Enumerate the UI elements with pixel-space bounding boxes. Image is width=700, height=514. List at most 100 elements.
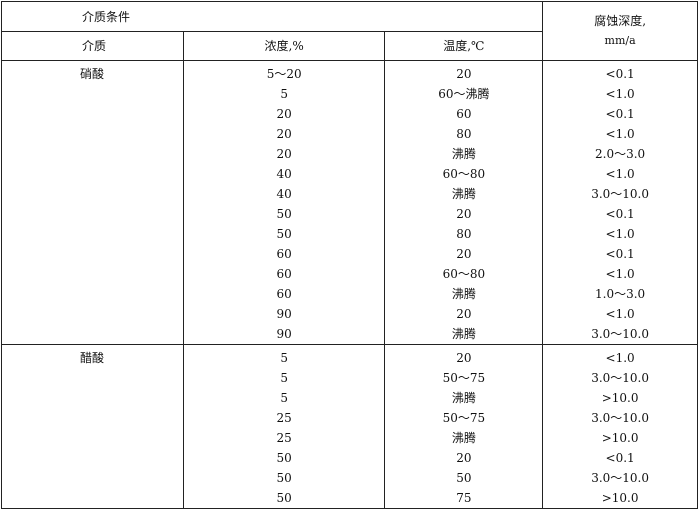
table-row: 5 沸腾 >10.0 — [1, 388, 698, 408]
table-row: 90 沸腾 3.0～10.0 — [1, 324, 698, 345]
cell-depth: 2.0～3.0 — [542, 144, 698, 164]
cell-temperature: 沸腾 — [384, 388, 543, 408]
cell-temperature: 20 — [384, 304, 543, 324]
cell-depth: <1.0 — [542, 264, 698, 284]
cell-concentration: 5 — [182, 368, 385, 388]
cell-depth: <1.0 — [542, 224, 698, 244]
header-depth: 腐蚀深度, mm/a — [542, 1, 698, 61]
cell-medium — [1, 144, 184, 164]
cell-depth: >10.0 — [542, 388, 698, 408]
cell-medium — [1, 388, 184, 408]
cell-depth: 3.0～10.0 — [542, 368, 698, 388]
cell-depth: 3.0～10.0 — [542, 408, 698, 428]
cell-temperature: 沸腾 — [384, 324, 543, 345]
header-medium: 介质 — [1, 31, 184, 61]
cell-concentration: 50 — [182, 488, 385, 509]
cell-concentration: 60 — [182, 244, 385, 264]
cell-concentration: 20 — [182, 124, 385, 144]
cell-depth: 1.0～3.0 — [542, 284, 698, 304]
cell-concentration: 5～20 — [182, 60, 385, 84]
cell-medium — [1, 84, 184, 104]
table-row: 50 75 >10.0 — [1, 488, 698, 509]
cell-depth: <0.1 — [542, 60, 698, 84]
cell-medium — [1, 324, 184, 345]
cell-temperature: 60～80 — [384, 164, 543, 184]
cell-temperature: 20 — [384, 448, 543, 468]
header-row-1: 介质条件 腐蚀深度, mm/a — [0, 1, 698, 61]
cell-medium — [1, 488, 184, 509]
cell-medium — [1, 468, 184, 488]
header-row-2: 介质 浓度,% 温度,℃ — [1, 31, 698, 61]
header-temperature: 温度,℃ — [384, 31, 544, 61]
table-row: 40 沸腾 3.0～10.0 — [1, 184, 698, 204]
cell-temperature: 60～沸腾 — [384, 84, 543, 104]
cell-medium — [1, 448, 184, 468]
table-row: 90 20 <1.0 — [1, 304, 698, 324]
cell-depth: 3.0～10.0 — [542, 324, 698, 345]
cell-temperature: 75 — [384, 488, 543, 509]
cell-temperature: 80 — [384, 124, 543, 144]
cell-temperature: 50～75 — [384, 408, 543, 428]
cell-concentration: 40 — [182, 164, 385, 184]
cell-medium — [1, 224, 184, 244]
cell-depth: <1.0 — [542, 304, 698, 324]
table-row: 5 60～沸腾 <1.0 — [1, 84, 698, 104]
cell-medium — [1, 184, 184, 204]
cell-depth: <1.0 — [542, 344, 698, 368]
cell-temperature: 60 — [384, 104, 543, 124]
header-concentration: 浓度,% — [182, 31, 386, 61]
table-row: 40 60～80 <1.0 — [1, 164, 698, 184]
cell-medium — [1, 124, 184, 144]
cell-medium — [1, 284, 184, 304]
cell-temperature: 沸腾 — [384, 144, 543, 164]
table-row: 60 沸腾 1.0～3.0 — [1, 284, 698, 304]
cell-medium: 醋酸 — [1, 344, 184, 368]
table-row: 50 20 <0.1 — [1, 448, 698, 468]
cell-temperature: 沸腾 — [384, 428, 543, 448]
cell-temperature: 50～75 — [384, 368, 543, 388]
cell-depth: <0.1 — [542, 104, 698, 124]
cell-concentration: 50 — [182, 224, 385, 244]
table-row: 50 20 <0.1 — [1, 204, 698, 224]
cell-depth: <0.1 — [542, 244, 698, 264]
cell-temperature: 20 — [384, 244, 543, 264]
cell-medium — [1, 368, 184, 388]
table-row: 醋酸 5 20 <1.0 — [1, 344, 698, 368]
cell-concentration: 50 — [182, 468, 385, 488]
table-row: 20 60 <0.1 — [1, 104, 698, 124]
table-row: 硝酸 5～20 20 <0.1 — [1, 60, 698, 84]
cell-concentration: 50 — [182, 448, 385, 468]
cell-concentration: 5 — [182, 388, 385, 408]
cell-concentration: 20 — [182, 104, 385, 124]
cell-medium — [1, 204, 184, 224]
cell-concentration: 25 — [182, 428, 385, 448]
cell-concentration: 60 — [182, 284, 385, 304]
cell-concentration: 40 — [182, 184, 385, 204]
cell-concentration: 20 — [182, 144, 385, 164]
table-row: 25 50～75 3.0～10.0 — [1, 408, 698, 428]
cell-temperature: 60～80 — [384, 264, 543, 284]
cell-depth: <1.0 — [542, 84, 698, 104]
cell-temperature: 沸腾 — [384, 184, 543, 204]
cell-medium — [1, 428, 184, 448]
cell-depth: <1.0 — [542, 124, 698, 144]
cell-depth: <1.0 — [542, 164, 698, 184]
table-row: 5 50～75 3.0～10.0 — [1, 368, 698, 388]
table-row: 50 50 3.0～10.0 — [1, 468, 698, 488]
cell-depth: 3.0～10.0 — [542, 468, 698, 488]
cell-concentration: 60 — [182, 264, 385, 284]
table-row: 60 20 <0.1 — [1, 244, 698, 264]
cell-medium — [1, 408, 184, 428]
cell-temperature: 50 — [384, 468, 543, 488]
cell-concentration: 25 — [182, 408, 385, 428]
cell-concentration: 5 — [182, 344, 385, 368]
header-conditions: 介质条件 — [0, 1, 544, 32]
table-row: 50 80 <1.0 — [1, 224, 698, 244]
cell-concentration: 50 — [182, 204, 385, 224]
header-depth-unit: mm/a — [604, 34, 636, 47]
table-row: 60 60～80 <1.0 — [1, 264, 698, 284]
cell-temperature: 80 — [384, 224, 543, 244]
cell-temperature: 20 — [384, 60, 543, 84]
cell-temperature: 20 — [384, 204, 543, 224]
